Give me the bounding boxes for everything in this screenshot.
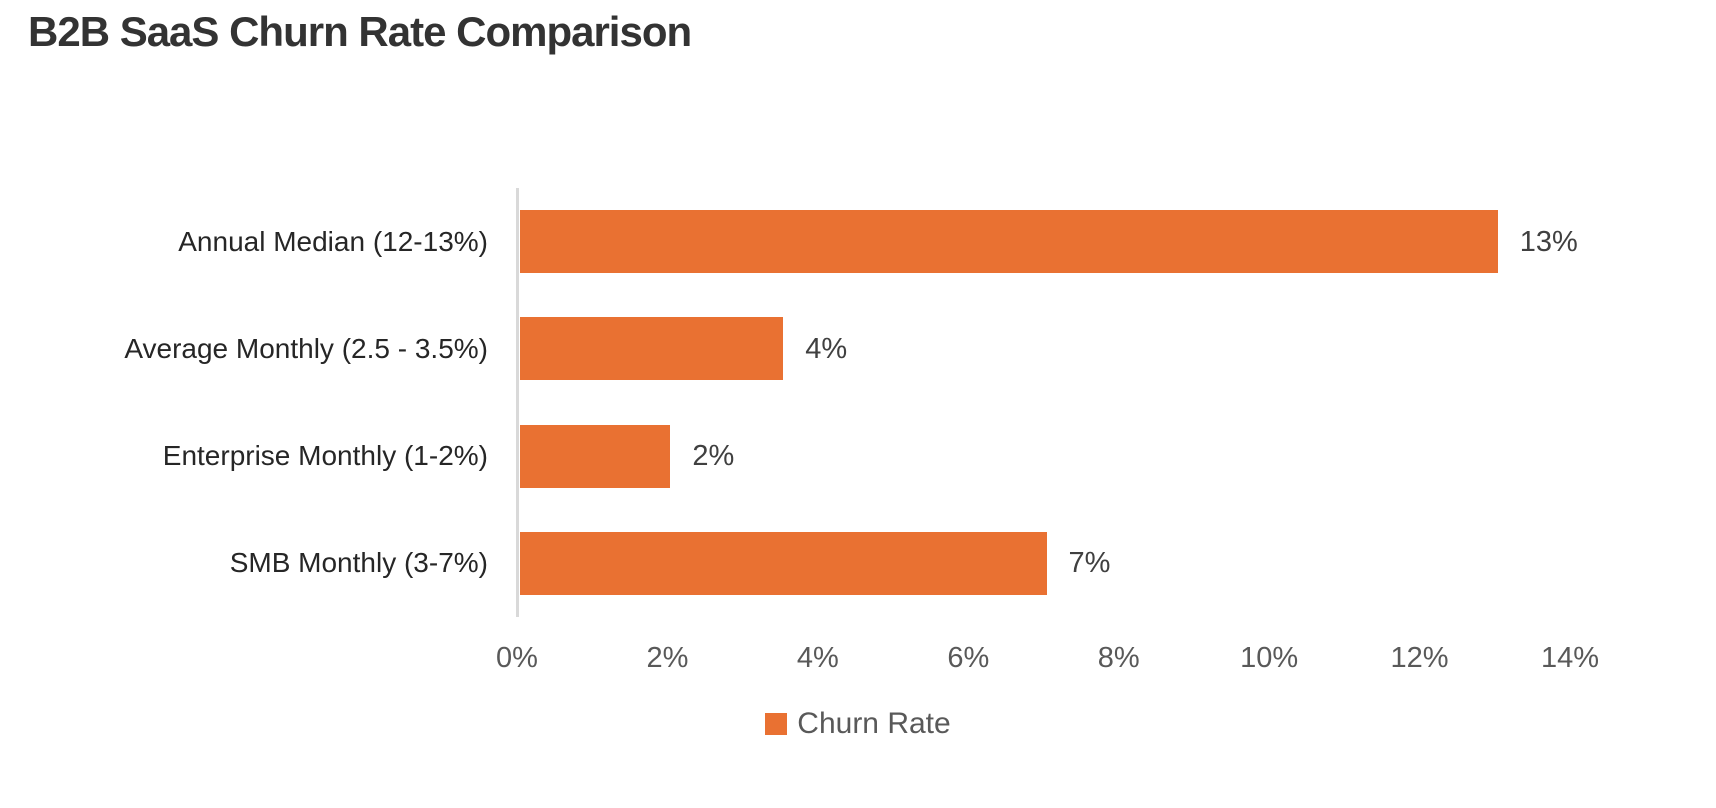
chart-title: B2B SaaS Churn Rate Comparison xyxy=(28,8,692,55)
bar-value-label: 7% xyxy=(1068,547,1111,580)
bar-value-label: 2% xyxy=(692,440,735,473)
x-tick-label: 2% xyxy=(646,642,689,674)
x-tick-label: 8% xyxy=(1097,642,1140,674)
category-label: Enterprise Monthly (1-2%) xyxy=(162,440,488,472)
category-label: SMB Monthly (3-7%) xyxy=(229,547,488,579)
category-label: Average Monthly (2.5 - 3.5%) xyxy=(124,332,488,364)
x-tick-label: 12% xyxy=(1390,642,1449,674)
x-tick-label: 4% xyxy=(796,642,839,674)
legend: Churn Rate xyxy=(0,707,1716,741)
bar xyxy=(520,424,671,488)
x-tick-label: 10% xyxy=(1240,642,1299,674)
bar-value-label: 4% xyxy=(805,332,848,365)
x-tick-label: 14% xyxy=(1540,642,1600,674)
bar xyxy=(520,531,1047,595)
bar xyxy=(520,210,1498,274)
y-axis-line xyxy=(516,188,519,617)
bar-value-label: 13% xyxy=(1519,225,1578,258)
legend-label: Churn Rate xyxy=(797,707,951,740)
legend-swatch-churn-rate xyxy=(765,713,788,735)
x-tick-label: 0% xyxy=(496,642,538,674)
bar xyxy=(520,317,784,381)
category-label: Annual Median (12-13%) xyxy=(178,225,488,257)
x-tick-label: 6% xyxy=(947,642,990,674)
